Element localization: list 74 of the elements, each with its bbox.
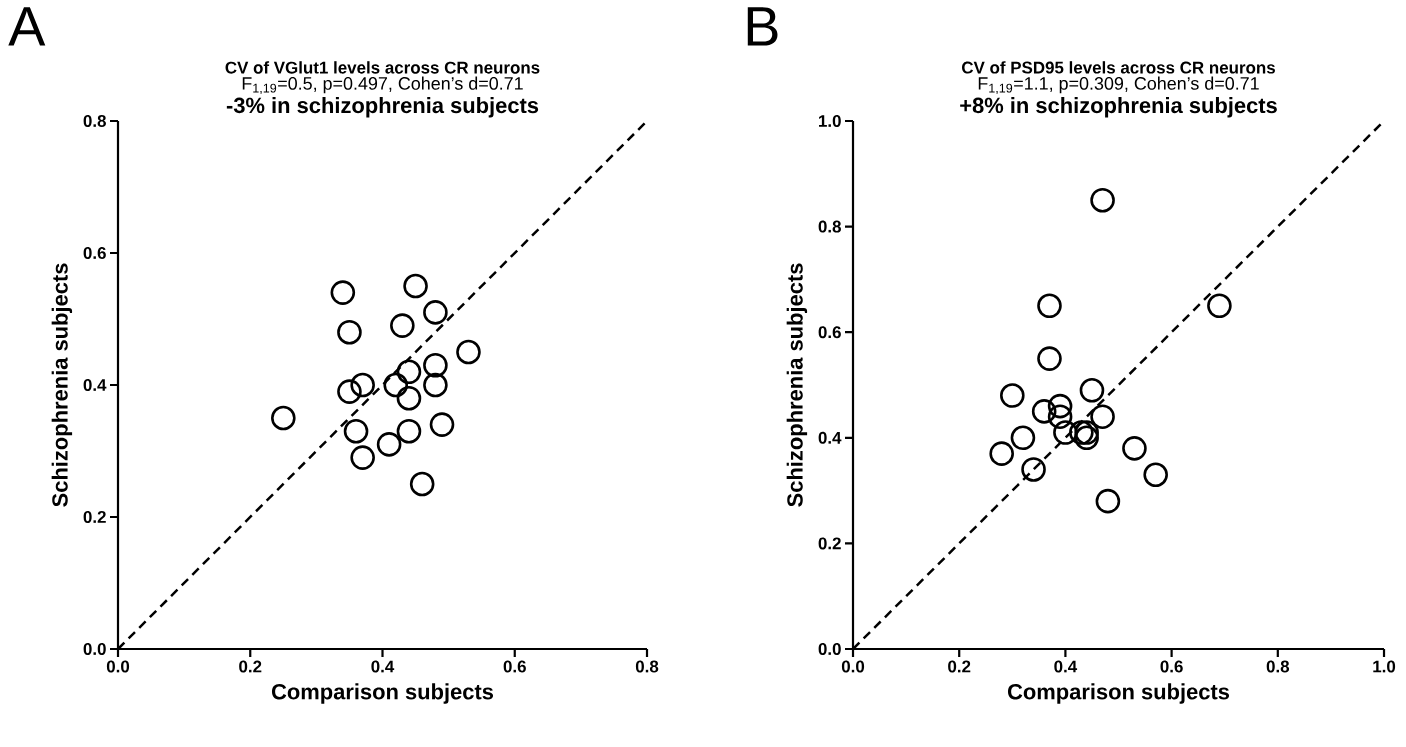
y-tick-label: 0.8 bbox=[818, 220, 841, 233]
point bbox=[429, 412, 455, 437]
point bbox=[1090, 187, 1115, 213]
point bbox=[1047, 404, 1073, 429]
point bbox=[1074, 425, 1099, 451]
y-tick-label: 0.6 bbox=[83, 247, 106, 259]
point bbox=[1095, 488, 1121, 514]
x-tick-label: 0.0 bbox=[841, 660, 865, 673]
y-tick-label: 0.8 bbox=[83, 115, 106, 128]
point bbox=[271, 405, 296, 431]
y-tick-label: 0.4 bbox=[83, 379, 107, 391]
point bbox=[1143, 462, 1168, 488]
x-tick-label: 0.8 bbox=[1266, 660, 1290, 673]
x-tick-label: 0.4 bbox=[371, 660, 395, 673]
y-tick-label: 0.0 bbox=[818, 643, 841, 655]
point bbox=[390, 313, 415, 338]
x-tick-label: 0.6 bbox=[1160, 660, 1183, 673]
x-tick-label: 0.2 bbox=[239, 660, 262, 673]
point bbox=[337, 319, 362, 345]
point bbox=[1000, 383, 1025, 408]
point bbox=[1021, 457, 1046, 482]
point bbox=[376, 432, 402, 457]
x-tick-label: 0.0 bbox=[106, 660, 130, 673]
x-axis-title: Comparison subjects bbox=[1007, 683, 1230, 704]
chart-title: CV of PSD95 levels across CR neurons bbox=[962, 61, 1275, 74]
point bbox=[396, 385, 422, 411]
x-tick-label: 0.4 bbox=[1054, 660, 1078, 673]
point bbox=[330, 280, 356, 305]
point bbox=[1047, 393, 1073, 419]
y-tick-label: 1.0 bbox=[819, 115, 841, 127]
x-tick-label: 0.2 bbox=[948, 660, 971, 673]
point bbox=[423, 300, 448, 325]
point bbox=[1053, 420, 1078, 445]
point bbox=[1079, 377, 1105, 403]
point bbox=[1074, 420, 1099, 445]
chart-subtitle: F$_{1,19}$=1.1, p=0.309, Cohen’s d=0.71 bbox=[978, 76, 1259, 95]
point bbox=[1090, 404, 1115, 429]
point bbox=[396, 418, 422, 444]
point bbox=[423, 372, 448, 398]
y-tick-label: 0.2 bbox=[83, 511, 106, 523]
point bbox=[337, 379, 362, 404]
point bbox=[1037, 346, 1062, 371]
point bbox=[1069, 420, 1094, 445]
y-tick-label: 0.0 bbox=[83, 643, 106, 655]
point bbox=[409, 471, 435, 497]
chart-subtitle: F$_{1,19}$=0.5, p=0.497, Cohen’s d=0.71 bbox=[242, 76, 523, 95]
x-tick-label: 0.6 bbox=[503, 660, 526, 673]
text: B bbox=[747, 7, 778, 46]
x-axis-title: Comparison subjects bbox=[271, 683, 494, 704]
point bbox=[343, 418, 369, 444]
point bbox=[423, 352, 448, 378]
point bbox=[1010, 425, 1036, 451]
y-tick-label: 0.6 bbox=[818, 326, 841, 339]
point bbox=[989, 441, 1014, 466]
x-tick-label: 1.0 bbox=[1373, 660, 1396, 673]
point bbox=[1031, 399, 1057, 424]
text: -3% in schizophrenia subjects bbox=[226, 97, 539, 118]
y-axis-title: Schizophrenia subjects bbox=[786, 263, 808, 507]
y-axis-title: Schizophrenia subjects bbox=[51, 263, 73, 507]
text: A bbox=[8, 7, 46, 46]
point bbox=[1122, 436, 1147, 461]
point bbox=[1207, 293, 1232, 319]
point bbox=[396, 359, 422, 385]
point bbox=[350, 445, 375, 470]
point bbox=[456, 339, 481, 365]
point bbox=[403, 273, 428, 299]
x-tick-label: 0.8 bbox=[635, 660, 659, 673]
chart-title: CV of VGlut1 levels across CR neurons bbox=[225, 61, 540, 74]
point bbox=[383, 372, 409, 398]
y-tick-label: 0.2 bbox=[818, 537, 841, 550]
y-tick-label: 0.4 bbox=[818, 431, 842, 444]
text: +8% in schizophrenia subjects bbox=[960, 97, 1277, 118]
point bbox=[1037, 293, 1062, 319]
point bbox=[350, 372, 375, 398]
